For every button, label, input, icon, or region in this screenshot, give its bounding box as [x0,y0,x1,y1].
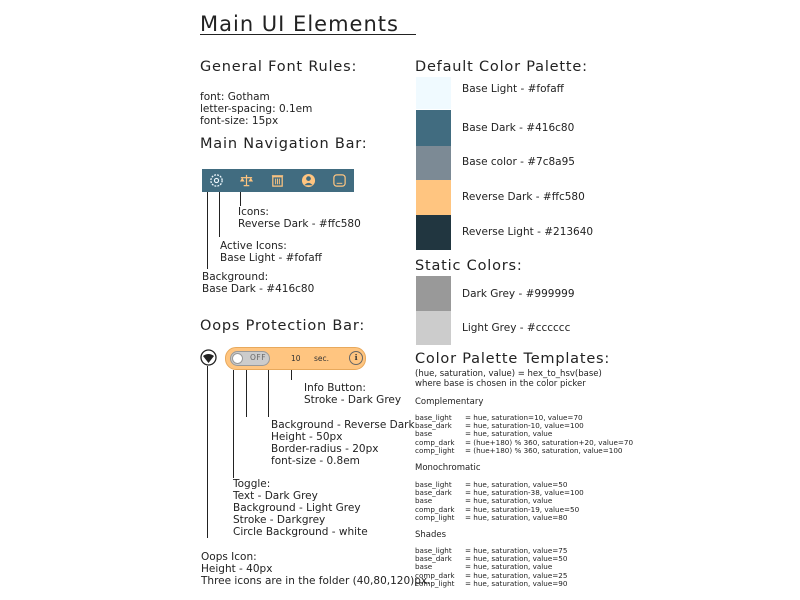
nav-bar-sample [202,169,354,192]
pointer-bar-background-2 [268,370,269,417]
font-rules-heading: General Font Rules: [200,59,358,75]
toggle-circle-spec: Circle Background - white [233,526,368,538]
swatch-label-reverse-light: Reverse Light - #213640 [462,226,594,238]
toggle-switch[interactable]: OFF [230,351,270,366]
template-complementary-title: Complementary [415,397,484,407]
font-rule-letter-spacing: letter-spacing: 0.1em [200,103,313,115]
trash-icon[interactable] [270,173,285,188]
toggle-text: OFF [250,353,267,362]
template-complementary-keys: base_light base_dark base comp_dark comp… [415,413,455,455]
oops-icon-height: Height - 40px [201,563,273,575]
templates-heading: Color Palette Templates: [415,351,611,367]
swatch-reverse-dark [416,180,451,215]
swatch-base-color [416,146,451,180]
bar-background-spec: Background - Reverse Dark [271,419,415,431]
pointer-icons [240,192,241,206]
gear-icon[interactable] [209,173,224,188]
nav-background-label: Background: [202,271,269,283]
swatch-label-light-grey: Light Grey - #cccccc [462,322,571,334]
bar-height-spec: Height - 50px [271,431,343,443]
palette-heading: Default Color Palette: [415,59,588,75]
nav-background-color: Base Dark - #416c80 [202,283,315,295]
nav-icons-label: Icons: [238,206,269,218]
oops-bar-sample: OFF 10 sec. ℹ [225,347,366,370]
pointer-oops-icon [207,366,208,538]
template-monochromatic-values: = hue, saturation, value=50 = hue, satur… [465,480,584,522]
user-icon[interactable] [301,173,316,188]
swatch-label-base-dark: Base Dark - #416c80 [462,122,575,134]
template-monochromatic-title: Monochromatic [415,463,481,473]
oops-icon-label: Oops Icon: [201,551,257,563]
templates-intro-formula: (hue, saturation, value) = hex_to_hsv(ba… [415,369,602,379]
font-rule-size: font-size: 15px [200,115,279,127]
swatch-label-base-color: Base color - #7c8a95 [462,156,575,168]
countdown-seconds: 10 [291,354,301,363]
title-underline [200,34,416,35]
toggle-stroke-spec: Stroke - Darkgrey [233,514,326,526]
swatch-light-grey [416,311,451,345]
font-rule-family: font: Gotham [200,91,270,103]
nav-heading: Main Navigation Bar: [200,136,368,152]
pointer-toggle [233,370,234,478]
swatch-label-reverse-dark: Reverse Dark - #ffc580 [462,191,585,203]
nav-active-label: Active Icons: [220,240,287,252]
pointer-info [291,370,292,380]
nav-icons-color: Reverse Dark - #ffc580 [238,218,361,230]
swatch-reverse-light [416,215,451,250]
template-complementary-values: = hue, saturation=10, value=70 = hue, sa… [465,413,634,455]
pointer-active-icons [219,192,220,237]
swatch-dark-grey [416,276,451,311]
toggle-circle [232,353,243,364]
swatch-label-base-light: Base Light - #fofaff [462,83,564,95]
toggle-text-spec: Text - Dark Grey [233,490,318,502]
template-monochromatic-keys: base_light base_dark base comp_dark comp… [415,480,455,522]
template-shades-values: = hue, saturation, value=75 = hue, satur… [465,546,568,588]
oops-heading: Oops Protection Bar: [200,318,366,334]
template-shades-title: Shades [415,530,447,540]
chat-icon[interactable] [332,173,347,188]
static-heading: Static Colors: [415,258,523,274]
nav-active-color: Base Light - #fofaff [220,252,322,264]
oops-icon [200,349,217,366]
bar-font-size-spec: font-size - 0.8em [271,455,360,467]
oops-icon-folder-note: Three icons are in the folder (40,80,120… [201,575,431,587]
toggle-background-spec: Background - Light Grey [233,502,361,514]
swatch-label-dark-grey: Dark Grey - #999999 [462,288,575,300]
info-button[interactable]: ℹ [349,351,363,365]
pointer-background [207,192,208,269]
pointer-bar-background [246,370,247,417]
info-button-label: Info Button: [304,382,366,394]
countdown-unit: sec. [314,354,330,363]
toggle-label: Toggle: [233,478,271,490]
swatch-base-light [416,77,451,109]
page-title: Main UI Elements [200,12,399,36]
info-button-stroke: Stroke - Dark Grey [304,394,402,406]
bar-radius-spec: Border-radius - 20px [271,443,379,455]
templates-intro-note: where base is chosen in the color picker [415,379,586,389]
scale-icon[interactable] [239,173,254,188]
swatch-base-dark [416,110,451,146]
info-icon: ℹ [354,353,358,362]
template-shades-keys: base_light base_dark base comp_dark comp… [415,546,455,588]
